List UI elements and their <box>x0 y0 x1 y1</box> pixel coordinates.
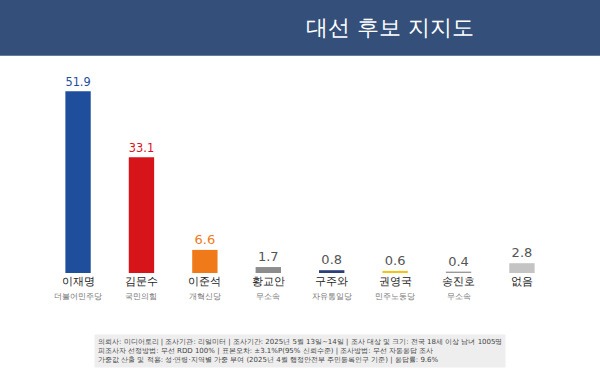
svg-text:51.9: 51.9 <box>65 75 90 89</box>
svg-text:송진호무소속: 송진호무소속 <box>442 275 475 301</box>
svg-text:구주와자유통일당: 구주와자유통일당 <box>312 275 352 301</box>
svg-text:김문수국민의힘: 김문수국민의힘 <box>125 275 158 301</box>
svg-text:권영국민주노동당: 권영국민주노동당 <box>375 275 415 301</box>
svg-text:0.4: 0.4 <box>448 254 469 269</box>
svg-text:대선 후보 지지도: 대선 후보 지지도 <box>306 15 474 40</box>
svg-text:이준석개혁신당: 이준석개혁신당 <box>188 275 221 301</box>
svg-text:6.6: 6.6 <box>195 232 216 247</box>
svg-text:이재명더불어민주당: 이재명더불어민주당 <box>54 275 102 301</box>
svg-text:없음: 없음 <box>511 275 533 288</box>
svg-text:1.7: 1.7 <box>258 249 279 264</box>
svg-text:황교안무소속: 황교안무소속 <box>252 275 285 301</box>
svg-text:0.8: 0.8 <box>321 252 342 267</box>
svg-text:0.6: 0.6 <box>385 253 406 268</box>
svg-text:2.8: 2.8 <box>512 245 533 260</box>
svg-text:33.1: 33.1 <box>129 141 154 155</box>
svg-text:의뢰사: 미디어토리 | 조사기관: 리얼미터 | 조사기간: 의뢰사: 미디어토리 | 조사기관: 리얼미터 | 조사기간: 2025년 5월… <box>98 338 502 364</box>
